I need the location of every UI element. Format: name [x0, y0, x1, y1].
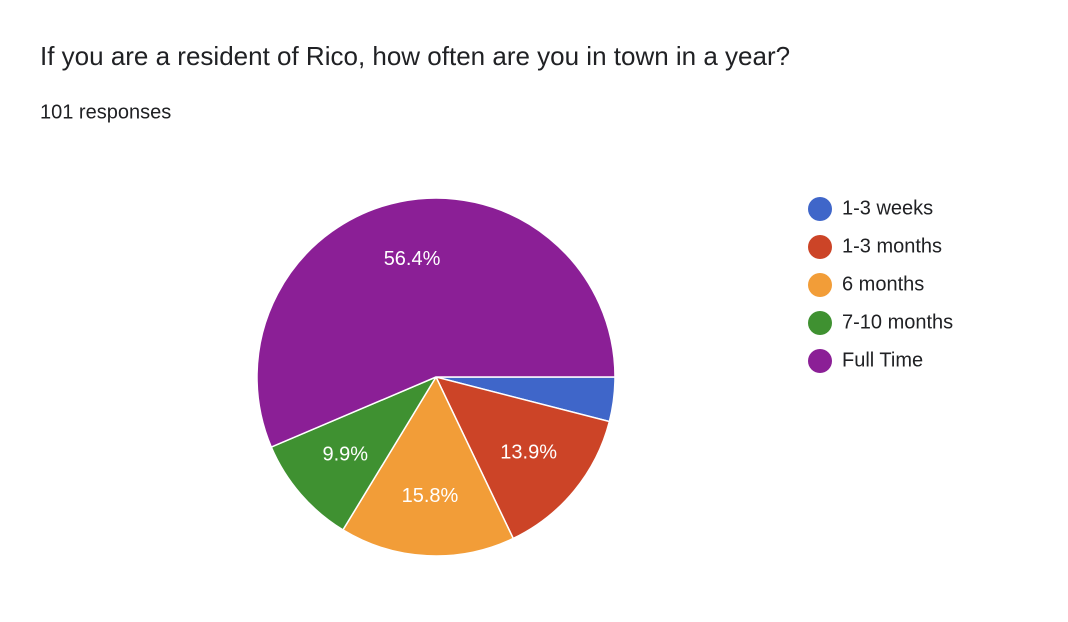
legend-label: 7-10 months — [842, 311, 953, 333]
pie-slice — [270, 375, 438, 531]
pie-slice — [256, 197, 616, 449]
data-label: 9.9% — [322, 444, 368, 466]
chart-title: If you are a resident of Rico, how often… — [40, 41, 790, 71]
pie-slice — [341, 375, 515, 557]
data-label: 15.8% — [402, 485, 459, 507]
chart-subtitle: 101 responses — [40, 101, 171, 123]
pie-slice — [434, 375, 611, 540]
legend-label: Full Time — [842, 349, 923, 371]
legend-marker — [808, 311, 832, 335]
legend-label: 6 months — [842, 273, 924, 295]
data-label: 13.9% — [500, 441, 557, 463]
legend-marker — [808, 235, 832, 259]
legend-marker — [808, 197, 832, 221]
legend-marker — [808, 273, 832, 297]
legend-label: 1-3 months — [842, 235, 942, 257]
legend-label: 1-3 weeks — [842, 197, 933, 219]
legend-marker — [808, 349, 832, 373]
data-label: 56.4% — [384, 248, 441, 270]
